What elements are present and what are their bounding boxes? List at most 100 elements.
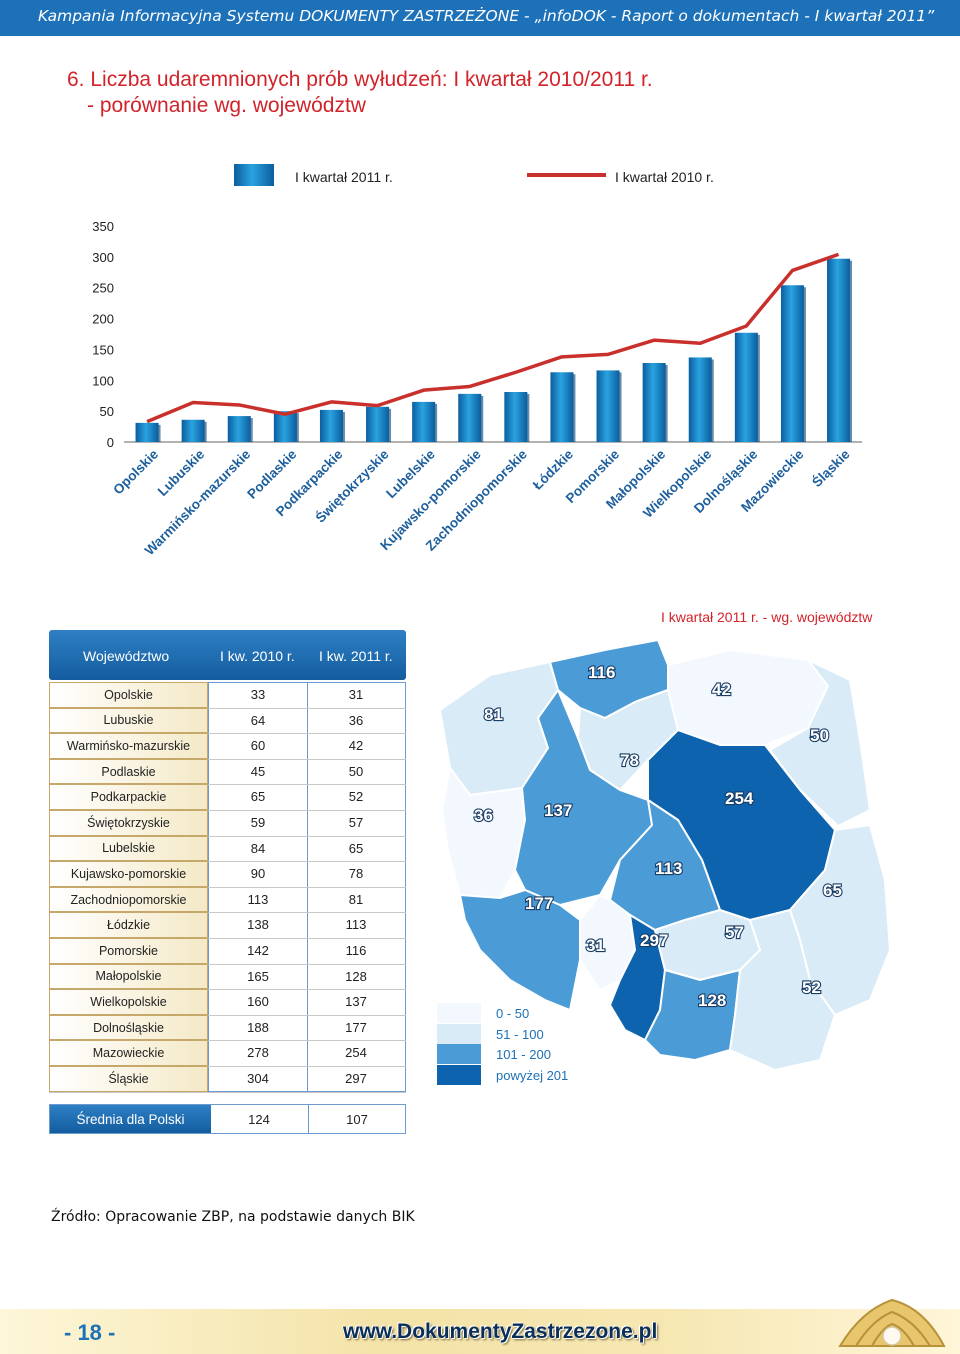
x-tick-label: Śląskie [809,446,853,490]
value-2010: 64 [250,712,266,728]
value-2010: 138 [247,917,269,933]
value-2011: 57 [348,815,364,830]
header-text: Kampania Informacyjna Systemu DOKUMENTY … [38,7,935,25]
map-region-Podkarpackie [728,908,837,1072]
map-value-label: 42 [712,680,731,699]
value-2010: 90 [250,866,266,882]
legend-swatch [437,1064,481,1085]
bar-Kujawsko-pomorskie [458,393,482,442]
map-value-label: 254 [725,789,754,808]
y-tick-label: 250 [92,281,114,296]
value-2010: 84 [250,840,266,856]
region-name: Warmińsko-mazurskie [49,733,208,759]
source-note: Źródło: Opracowanie ZBP, na podstawie da… [51,1209,415,1225]
region-name: Opolskie [49,682,208,708]
region-name: Dolnośląskie [49,1014,208,1041]
value-2011: 113 [345,917,367,933]
value-2011: 177 [345,1019,367,1035]
bar-Łódzkie [550,372,574,442]
region-name: Łódzkie [49,912,208,938]
map-region-Podlaskie [768,659,872,828]
value-2011: 42 [348,738,364,754]
bar-Małopolskie [642,363,666,442]
region-name: Zachodniopomorskie [49,886,208,913]
value-2010: 188 [247,1019,269,1035]
y-tick-label: 50 [100,404,114,419]
map-value-label: 52 [802,978,821,997]
value-2011: 31 [348,687,364,702]
bar-Mazowieckie [780,285,804,442]
value-2010: 113 [247,891,269,907]
map-value-label: 177 [525,894,553,913]
website-link[interactable]: www.DokumentyZastrzezone.pl [343,1320,658,1343]
column-header-region: Województwo [83,648,170,664]
map-region-Lubuskie [440,765,527,900]
map-value-label: 297 [640,931,668,950]
legend-label: powyżej 201 [496,1067,569,1083]
value-2011: 137 [345,994,367,1010]
legend-swatch [437,1044,481,1064]
map-value-label: 50 [810,726,829,745]
table-row: Lubuskie 64 36 [49,707,406,735]
table-row: Dolnośląskie 188 177 [49,1014,406,1042]
bar-Świętokrzyskie [366,406,390,442]
x-tick-label: Opolskie [110,446,161,497]
region-name: Lubuskie [49,707,208,734]
region-name: Podkarpackie [49,784,208,810]
value-2011: 128 [345,968,367,984]
average-2010: 124 [248,1112,270,1127]
map-value-label: 137 [544,801,572,820]
column-header-2011: I kw. 2011 r. [319,648,393,664]
poland-map: 81 116 42 50 78 254 36 137 113 65 177 31 297 57 128 52 [438,638,890,1072]
bar-Lubelskie [412,401,436,442]
table-row: Małopolskie 165 128 [49,963,406,991]
legend-label: 101 - 200 [496,1047,551,1062]
region-name: Małopolskie [49,963,208,990]
y-tick-label: 0 [107,435,114,450]
value-2011: 36 [348,712,364,728]
average-label: Średnia dla Polski [50,1105,211,1133]
map-caption: I kwartał 2011 r. - wg. województw [661,609,873,625]
value-2010: 59 [250,815,266,830]
bar-Śląskie [827,258,851,442]
table-row: Podkarpackie 65 52 [49,784,406,811]
average-row: Średnia dla Polski 124 107 [49,1104,406,1134]
table-row: Wielkopolskie 160 137 [49,989,406,1016]
bar-Zachodniopomorskie [504,392,528,442]
region-name: Podlaskie [49,758,208,785]
x-tick-label: Łódzkie [530,446,576,492]
column-header-2010: I kw. 2010 r. [220,648,295,664]
value-2011: 65 [348,840,364,856]
map-value-label: 128 [698,991,726,1010]
legend-label-2011: I kwartał 2011 r. [295,169,393,185]
region-name: Mazowieckie [49,1040,208,1066]
map-value-label: 81 [484,705,503,724]
pearl-shell-logo [838,1298,946,1347]
value-2010: 60 [250,738,266,754]
region-name: Śląskie [49,1066,208,1092]
table-row: Łódzkie 138 113 [49,912,406,939]
value-2010: 142 [247,943,269,958]
region-name: Pomorskie [49,938,208,964]
average-2011: 107 [346,1112,368,1127]
table-row: Warmińsko-mazurskie 60 42 [49,733,406,760]
map-value-label: 116 [588,663,615,682]
page-subtitle: - porównanie wg. województw [87,94,366,117]
table-row: Śląskie 304 297 [49,1066,406,1093]
value-2011: 297 [345,1071,367,1086]
table-row: Pomorskie 142 116 [49,938,406,965]
line-series-2010 [146,252,840,424]
map-value-label: 31 [586,936,605,955]
table-row: Świętokrzyskie 59 57 [49,810,406,837]
table-row: Lubelskie 84 65 [49,835,406,863]
table-row: Opolskie 33 31 [49,682,406,709]
map-value-label: 36 [474,806,493,825]
average-divider [308,1105,309,1133]
legend-label: 51 - 100 [496,1026,544,1042]
table-row: Podlaskie 45 50 [49,758,406,786]
map-value-label: 65 [823,881,842,900]
page-title: 6. Liczba udaremnionych prób wyłudzeń: I… [67,68,653,91]
page-number: - 18 - [64,1320,116,1345]
value-2011: 50 [348,763,364,779]
map-value-label: 57 [725,923,744,942]
